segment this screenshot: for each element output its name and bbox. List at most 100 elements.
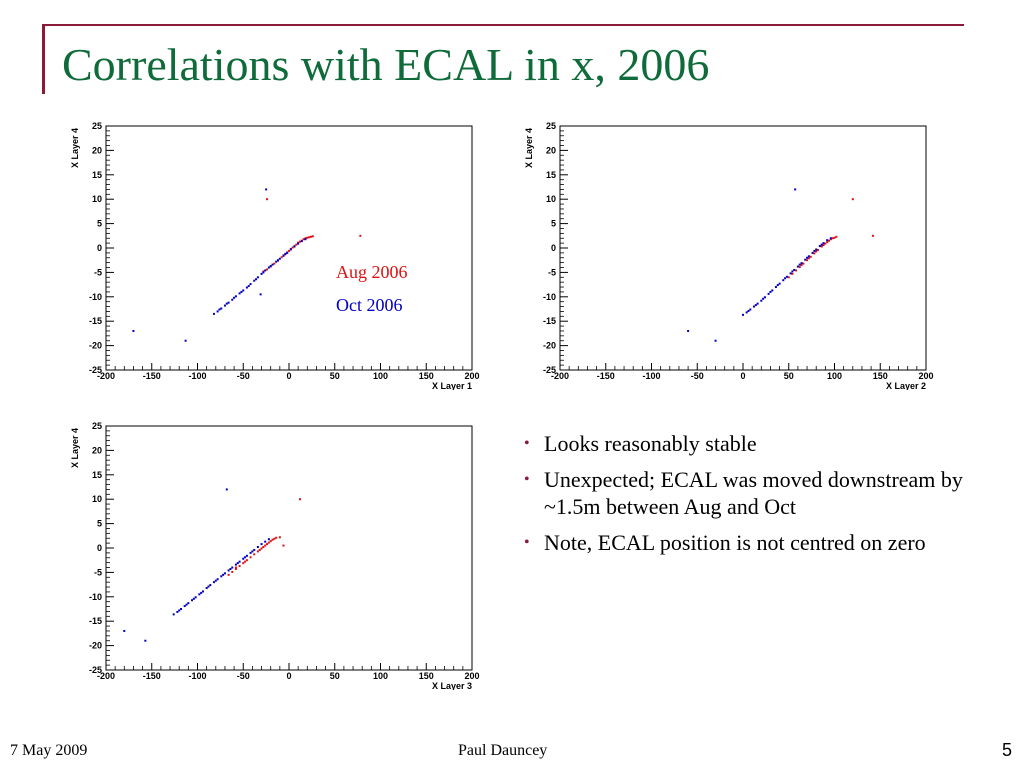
page-number: 5 — [1002, 740, 1013, 760]
x-tick-label: 150 — [873, 371, 888, 381]
x-tick-label: 0 — [286, 671, 291, 681]
scatter-point — [278, 257, 281, 260]
scatter-point — [817, 248, 820, 251]
scatter-point — [214, 579, 217, 582]
plot-frame — [105, 425, 473, 671]
x-axis-label: X Layer 2 — [886, 381, 926, 390]
scatter-point — [238, 292, 241, 295]
scatter-point — [220, 307, 223, 310]
x-tick-label: 0 — [286, 371, 291, 381]
scatter-point — [273, 537, 276, 540]
scatter-point — [752, 305, 755, 308]
scatter-plot-layer2: -200 -150 -100 -50 0 50 100 150 200 -25 -20 -15 -10-… — [518, 118, 938, 390]
y-axis-label: X Layer 4 — [70, 128, 80, 168]
scatter-point — [265, 188, 268, 191]
y-tick-label: -25 — [89, 665, 102, 675]
scatter-svg: -200 -150 -100 -50 0 50 100 150 200-25-20-15-10-… — [524, 121, 934, 390]
scatter-point — [275, 260, 278, 263]
y-tick-label: -5 — [548, 267, 556, 277]
y-tick-label: 20 — [92, 145, 102, 155]
scatter-point — [749, 308, 752, 311]
scatter-point — [807, 255, 810, 258]
scatter-point — [183, 605, 186, 608]
x-tick-label: 50 — [330, 671, 340, 681]
y-tick-label: 0 — [97, 543, 102, 553]
legend-oct-2006: Oct 2006 — [336, 295, 403, 315]
scatter-point — [209, 584, 212, 587]
scatter-point — [242, 557, 245, 560]
scatter-point — [245, 554, 248, 557]
scatter-point — [304, 238, 307, 241]
scatter-point — [245, 559, 248, 562]
x-tick-label: 150 — [419, 371, 434, 381]
scatter-point — [277, 259, 280, 262]
scatter-point — [282, 254, 285, 257]
scatter-point — [800, 264, 803, 267]
scatter-point — [225, 488, 228, 491]
y-tick-label: -20 — [89, 341, 102, 351]
scatter-point — [242, 289, 245, 292]
scatter-point — [244, 556, 247, 559]
scatter-point — [791, 272, 794, 275]
scatter-point — [802, 262, 805, 265]
scatter-point — [267, 266, 270, 269]
y-tick-label: 5 — [551, 219, 556, 229]
scatter-point — [244, 560, 247, 563]
scatter-point — [804, 258, 807, 261]
scatter-point — [234, 295, 237, 298]
x-tick-label: 0 — [740, 371, 745, 381]
y-tick-label: -10 — [89, 292, 102, 302]
scatter-point — [176, 610, 179, 613]
scatter-point — [227, 573, 230, 576]
y-tick-label: 10 — [546, 194, 556, 204]
y-tick-label: -15 — [89, 316, 102, 326]
x-tick-label: -150 — [597, 371, 615, 381]
title-rule-top — [42, 24, 964, 26]
scatter-svg: -200 -150 -100 -50 0 50 100 150 200-25-20-15-10-… — [70, 121, 480, 390]
y-tick-label: -15 — [89, 616, 102, 626]
scatter-point — [796, 265, 799, 268]
scatter-point — [798, 266, 801, 269]
scatter-point — [231, 566, 234, 569]
scatter-plot-layer1: -200 -150 -100 -50 0 50 100 150 200 -25 -20 -15 -10-… — [64, 118, 484, 390]
scatter-point — [258, 548, 261, 551]
scatter-point — [240, 290, 243, 293]
scatter-point — [267, 538, 270, 541]
scatter-point — [253, 279, 256, 282]
y-tick-label: 15 — [546, 170, 556, 180]
scatter-plot-layer3: -200 -150 -100 -50 0 50 100 150 200 -25 -20 -15 -10-… — [64, 418, 484, 690]
scatter-point — [687, 329, 690, 332]
scatter-point — [245, 286, 248, 289]
scatter-point — [172, 613, 175, 616]
x-tick-label: -200 — [551, 371, 569, 381]
y-axis-label: X Layer 4 — [524, 128, 534, 168]
scatter-point — [829, 237, 832, 240]
y-tick-label: 25 — [92, 421, 102, 431]
scatter-point — [255, 278, 258, 281]
scatter-point — [253, 553, 256, 556]
scatter-point — [236, 562, 239, 565]
scatter-point — [212, 312, 215, 315]
scatter-point — [242, 562, 245, 565]
x-tick-label: -200 — [97, 371, 115, 381]
scatter-point — [300, 240, 303, 243]
scatter-point — [767, 292, 770, 295]
scatter-point — [207, 585, 210, 588]
scatter-point — [184, 339, 187, 342]
scatter-point — [789, 272, 792, 275]
scatter-point — [714, 339, 717, 342]
scatter-point — [833, 236, 836, 239]
x-tick-label: -150 — [143, 371, 161, 381]
scatter-point — [247, 285, 250, 288]
scatter-point — [794, 188, 797, 191]
scatter-point — [227, 301, 230, 304]
x-tick-label: 50 — [330, 371, 340, 381]
x-tick-label: -100 — [188, 371, 206, 381]
x-tick-label: -50 — [237, 371, 250, 381]
bullet-icon: • — [524, 471, 530, 488]
scatter-point — [298, 240, 301, 243]
scatter-point — [222, 573, 225, 576]
scatter-point — [756, 302, 759, 305]
bullet-text: Looks reasonably stable — [544, 431, 757, 456]
scatter-point — [269, 540, 272, 543]
